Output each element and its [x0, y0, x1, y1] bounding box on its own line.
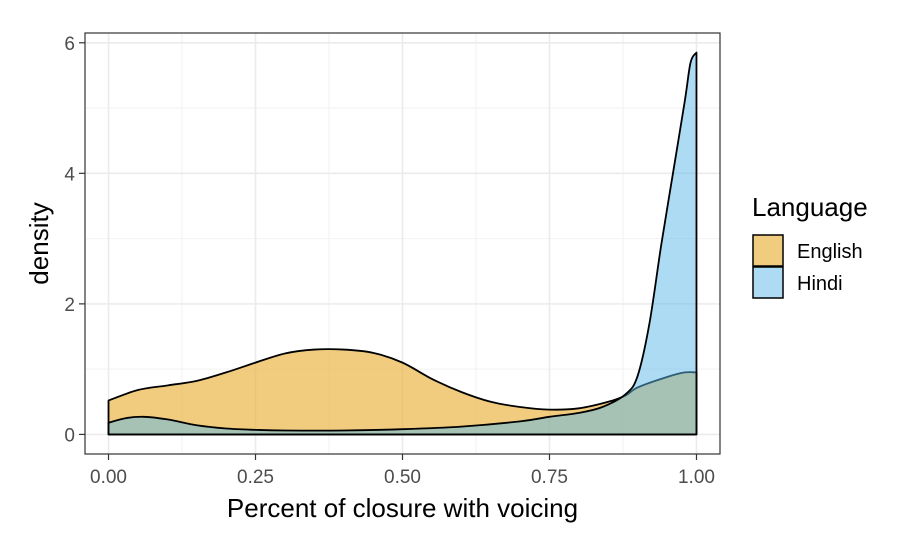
y-tick-label: 0 — [64, 425, 75, 446]
x-tick-label: 0.50 — [384, 467, 421, 488]
y-tick-label: 4 — [64, 164, 75, 185]
legend-label-hindi: Hindi — [797, 273, 843, 295]
legend-key-english — [752, 234, 784, 267]
legend-items: English Hindi — [752, 234, 863, 299]
x-tick-label: 0.75 — [531, 467, 568, 488]
x-tick-label: 1.00 — [678, 467, 715, 488]
x-axis-title: Percent of closure with voicing — [227, 493, 578, 523]
x-axis: 0.00 0.25 0.50 0.75 1.00 — [90, 454, 715, 488]
legend-title: Language — [752, 192, 868, 222]
legend-key-hindi — [752, 266, 784, 299]
y-axis: 0 2 4 6 — [64, 34, 85, 446]
y-axis-title: density — [24, 202, 54, 284]
x-tick-label: 0.00 — [90, 467, 127, 488]
y-tick-label: 6 — [64, 34, 75, 55]
y-tick-label: 2 — [64, 295, 75, 316]
legend: Language English Hindi — [752, 192, 868, 299]
plot-panel — [84, 32, 721, 455]
x-tick-label: 0.25 — [237, 467, 274, 488]
legend-label-english: English — [797, 241, 863, 263]
area-hindi — [107, 51, 698, 436]
density-areas — [107, 51, 698, 436]
